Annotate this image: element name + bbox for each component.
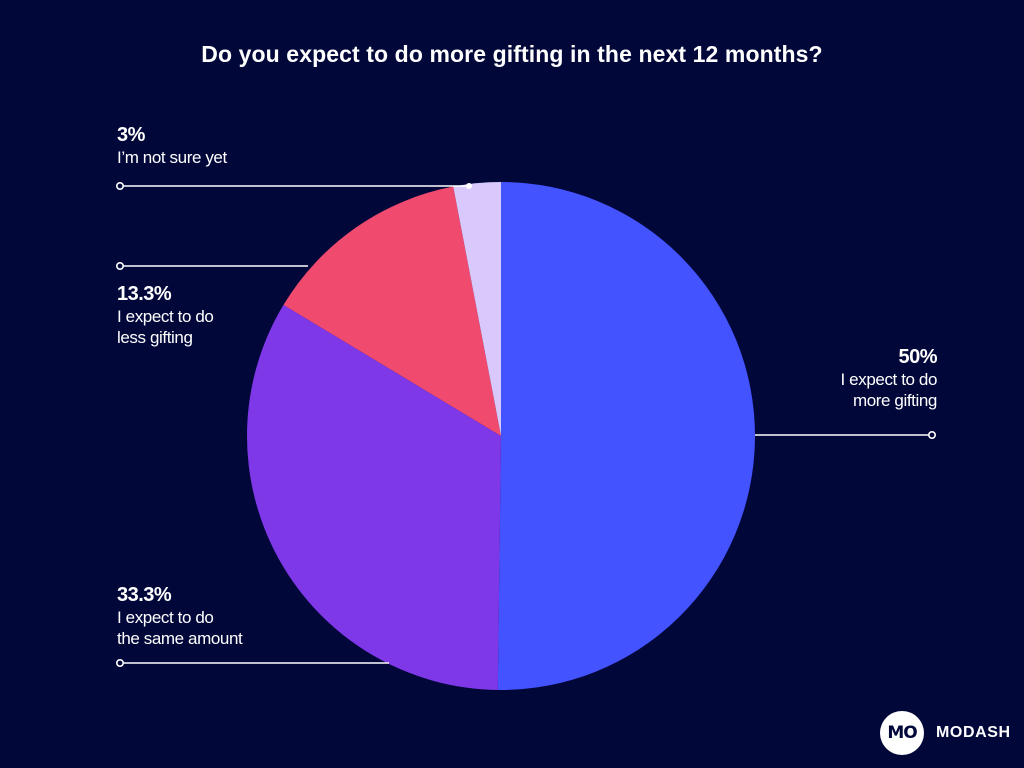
pie-slice-not-sure xyxy=(453,182,501,436)
slice-label-same-amount: 33.3% I expect to do the same amount xyxy=(117,584,377,649)
data-label-more-gifting: 50% xyxy=(898,346,937,368)
leader-dot-more-gifting xyxy=(927,430,936,439)
leader-lines xyxy=(116,182,936,667)
pie-slice-less-gifting xyxy=(283,186,501,436)
slice-label-less-gifting: 13.3% I expect to do less gifting xyxy=(117,283,377,348)
pie-slice-same-amount xyxy=(246,304,501,690)
brand-name: MODASH xyxy=(936,724,1011,741)
category-label-not-sure: I’m not sure yet xyxy=(117,148,227,167)
leader-dot-less-gifting xyxy=(116,261,125,270)
leader-dot-not-sure xyxy=(116,182,125,191)
data-label-not-sure: 3% xyxy=(117,124,145,146)
leader-tip-not-sure xyxy=(466,183,472,189)
data-label-less-gifting: 13.3% xyxy=(117,283,172,305)
brand: MO MODASH xyxy=(880,711,1011,755)
pie-slices xyxy=(246,182,755,690)
modash-logo-icon: MO xyxy=(880,711,924,755)
category-label-more-gifting: I expect to do more gifting xyxy=(840,370,938,410)
slice-label-more-gifting: 50% I expect to do more gifting xyxy=(733,346,938,411)
category-label-less-gifting: I expect to do less gifting xyxy=(117,307,214,347)
pie-slice-more-gifting xyxy=(497,182,755,690)
leader-dot-same-amount xyxy=(116,658,125,667)
data-label-same-amount: 33.3% xyxy=(117,584,172,606)
chart-title: Do you expect to do more gifting in the … xyxy=(201,41,823,67)
category-label-same-amount: I expect to do the same amount xyxy=(117,608,243,648)
slice-label-not-sure: 3% I’m not sure yet xyxy=(117,124,377,168)
